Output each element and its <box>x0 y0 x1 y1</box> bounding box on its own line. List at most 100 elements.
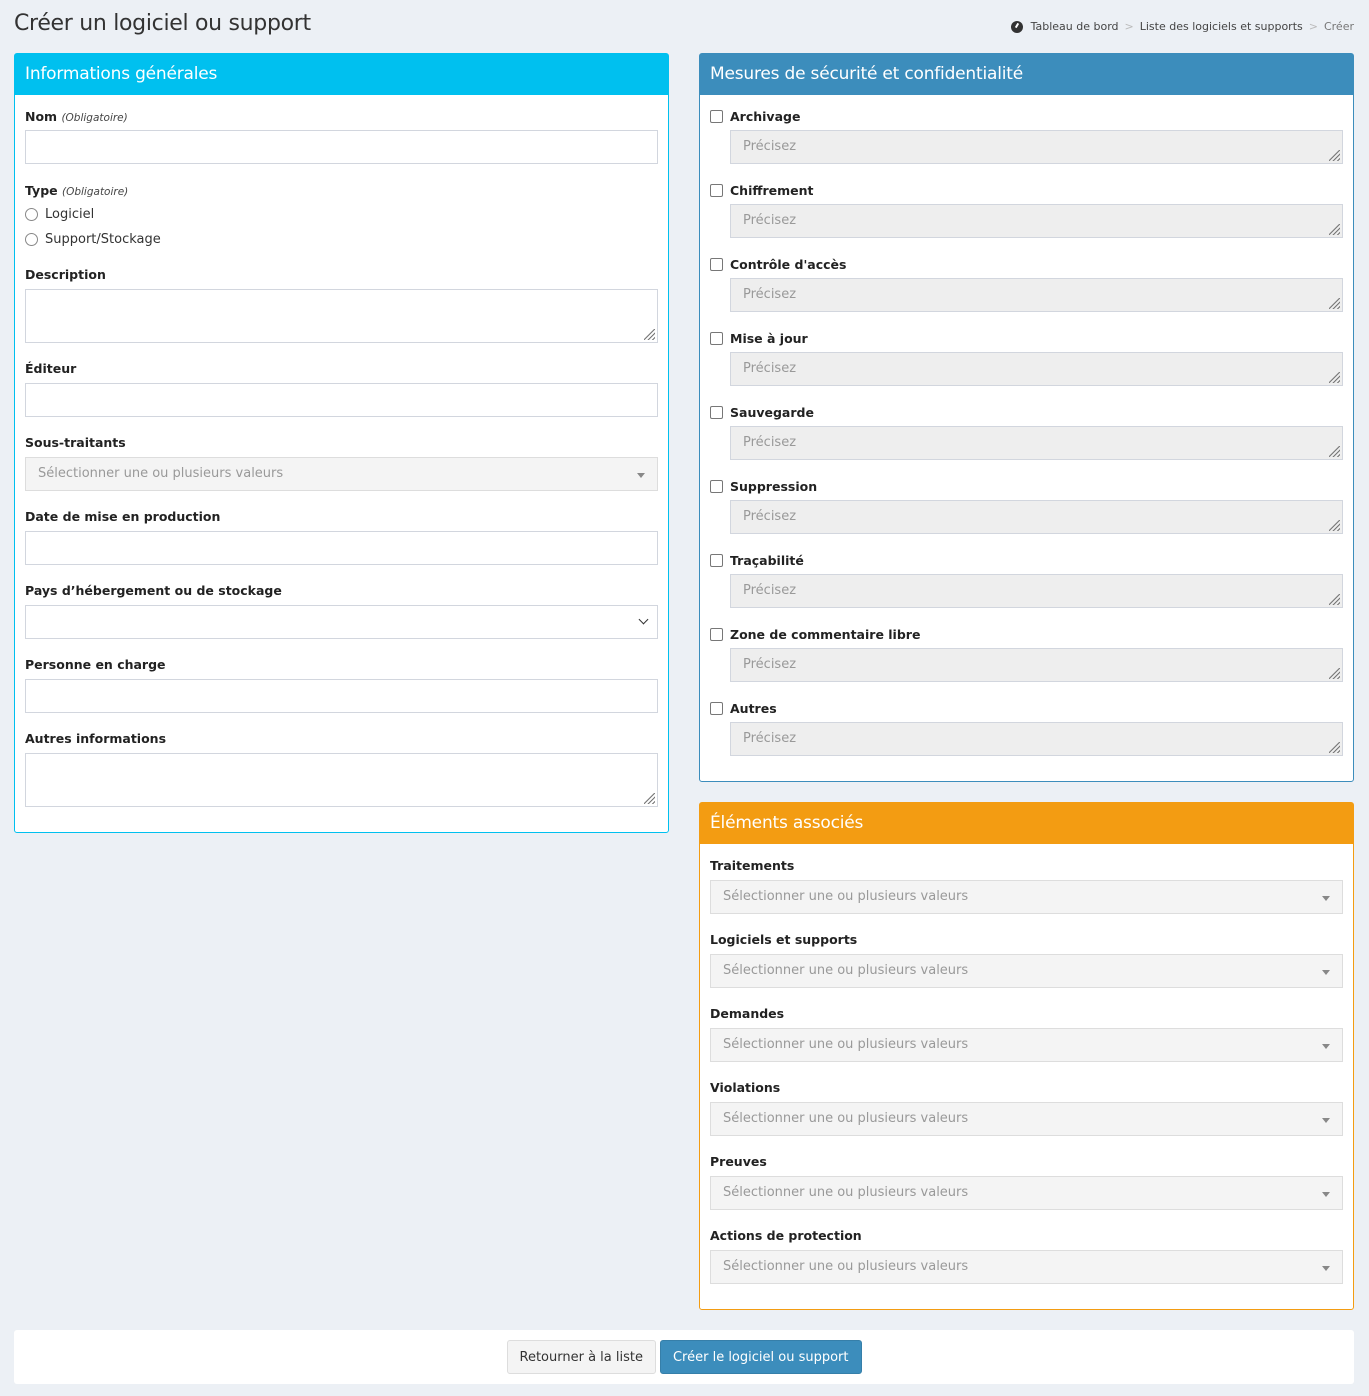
nom-input[interactable] <box>25 130 658 164</box>
resize-handle-icon[interactable] <box>1329 668 1340 679</box>
checkbox-controle-d-acces[interactable]: Contrôle d'accès <box>710 257 846 272</box>
checkbox-icon[interactable] <box>710 110 723 123</box>
panel-title: Informations générales <box>15 54 668 95</box>
editeur-input[interactable] <box>25 383 658 417</box>
date-label: Date de mise en production <box>25 509 221 524</box>
traitements-label: Traitements <box>710 858 795 873</box>
autres-textarea[interactable] <box>25 753 658 807</box>
panel-title: Mesures de sécurité et confidentialité <box>700 54 1353 95</box>
nom-label: Nom (Obligatoire) <box>25 109 128 124</box>
checkbox-sauvegarde[interactable]: Sauvegarde <box>710 405 814 420</box>
caret-down-icon <box>1322 1118 1330 1123</box>
breadcrumb-list[interactable]: Liste des logiciels et supports <box>1139 20 1303 33</box>
page-title: Créer un logiciel ou support <box>14 11 311 36</box>
personne-input[interactable] <box>25 679 658 713</box>
checkbox-archivage[interactable]: Archivage <box>710 109 800 124</box>
checkbox-icon[interactable] <box>710 628 723 641</box>
resize-handle-icon[interactable] <box>644 329 655 340</box>
back-to-list-button[interactable]: Retourner à la liste <box>506 1340 656 1374</box>
checkbox-icon[interactable] <box>710 702 723 715</box>
preuves-label: Preuves <box>710 1154 767 1169</box>
checkbox-zone-de-commentaire-libre[interactable]: Zone de commentaire libre <box>710 627 920 642</box>
precisez-zone-de-commentaire-libre-textarea[interactable]: Précisez <box>730 648 1343 682</box>
date-input[interactable] <box>25 531 658 565</box>
checkbox-tracabilite[interactable]: Traçabilité <box>710 553 804 568</box>
checkbox-label: Suppression <box>730 479 818 494</box>
description-label: Description <box>25 267 106 282</box>
checkbox-icon[interactable] <box>710 554 723 567</box>
checkbox-label: Sauvegarde <box>730 405 814 420</box>
checkbox-label: Traçabilité <box>730 553 804 568</box>
panel-title: Éléments associés <box>700 803 1353 844</box>
preuves-select[interactable]: Sélectionner une ou plusieurs valeurs <box>710 1176 1343 1210</box>
checkbox-icon[interactable] <box>710 480 723 493</box>
precisez-mise-a-jour-textarea[interactable]: Précisez <box>730 352 1343 386</box>
precisez-controle-d-acces-textarea[interactable]: Précisez <box>730 278 1343 312</box>
checkbox-chiffrement[interactable]: Chiffrement <box>710 183 814 198</box>
sous-traitants-select[interactable]: Sélectionner une ou plusieurs valeurs <box>25 457 658 491</box>
caret-down-icon <box>1322 1266 1330 1271</box>
type-label: Type (Obligatoire) <box>25 183 129 198</box>
resize-handle-icon[interactable] <box>1329 594 1340 605</box>
resize-handle-icon[interactable] <box>1329 446 1340 457</box>
caret-down-icon <box>1322 896 1330 901</box>
precisez-archivage-textarea[interactable]: Précisez <box>730 130 1343 164</box>
resize-handle-icon[interactable] <box>1329 298 1340 309</box>
caret-down-icon <box>1322 1192 1330 1197</box>
checkbox-icon[interactable] <box>710 184 723 197</box>
checkbox-label: Archivage <box>730 109 801 124</box>
actions-de-protection-select[interactable]: Sélectionner une ou plusieurs valeurs <box>710 1250 1343 1284</box>
precisez-chiffrement-textarea[interactable]: Précisez <box>730 204 1343 238</box>
pays-select[interactable] <box>25 605 658 639</box>
checkbox-label: Mise à jour <box>730 331 808 346</box>
personne-label: Personne en charge <box>25 657 166 672</box>
precisez-suppression-textarea[interactable]: Précisez <box>730 500 1343 534</box>
demandes-select[interactable]: Sélectionner une ou plusieurs valeurs <box>710 1028 1343 1062</box>
breadcrumb-current: Créer <box>1323 20 1354 33</box>
radio-logiciel[interactable]: Logiciel <box>25 207 94 222</box>
checkbox-icon[interactable] <box>710 258 723 271</box>
demandes-label: Demandes <box>710 1006 785 1021</box>
violations-label: Violations <box>710 1080 781 1095</box>
checkbox-autres[interactable]: Autres <box>710 701 777 716</box>
associated-panel: Éléments associés Traitements Sélectionn… <box>699 802 1354 1310</box>
breadcrumb-home[interactable]: Tableau de bord <box>1030 20 1119 33</box>
checkbox-label: Zone de commentaire libre <box>730 627 921 642</box>
form-actions: Retourner à la liste Créer le logiciel o… <box>14 1330 1354 1384</box>
checkbox-mise-a-jour[interactable]: Mise à jour <box>710 331 808 346</box>
traitements-select[interactable]: Sélectionner une ou plusieurs valeurs <box>710 880 1343 914</box>
sous-traitants-label: Sous-traitants <box>25 435 126 450</box>
precisez-autres-textarea[interactable]: Précisez <box>730 722 1343 756</box>
resize-handle-icon[interactable] <box>644 793 655 804</box>
precisez-sauvegarde-textarea[interactable]: Précisez <box>730 426 1343 460</box>
resize-handle-icon[interactable] <box>1329 520 1340 531</box>
checkbox-label: Autres <box>730 701 777 716</box>
create-button[interactable]: Créer le logiciel ou support <box>659 1340 862 1374</box>
resize-handle-icon[interactable] <box>1329 150 1340 161</box>
caret-down-icon <box>637 473 645 478</box>
general-info-panel: Informations générales Nom (Obligatoire)… <box>14 53 669 833</box>
autres-label: Autres informations <box>25 731 167 746</box>
precisez-tracabilite-textarea[interactable]: Précisez <box>730 574 1343 608</box>
actions-de-protection-label: Actions de protection <box>710 1228 862 1243</box>
breadcrumb: Tableau de bord > Liste des logiciels et… <box>1010 20 1354 33</box>
radio-support-stockage[interactable]: Support/Stockage <box>25 232 161 247</box>
breadcrumb-separator: > <box>1124 20 1134 33</box>
caret-down-icon <box>1322 970 1330 975</box>
checkbox-suppression[interactable]: Suppression <box>710 479 817 494</box>
logiciels-et-supports-select[interactable]: Sélectionner une ou plusieurs valeurs <box>710 954 1343 988</box>
resize-handle-icon[interactable] <box>1329 372 1340 383</box>
editeur-label: Éditeur <box>25 361 77 376</box>
checkbox-icon[interactable] <box>710 406 723 419</box>
checkbox-label: Contrôle d'accès <box>730 257 847 272</box>
resize-handle-icon[interactable] <box>1329 224 1340 235</box>
checkbox-icon[interactable] <box>710 332 723 345</box>
chevron-down-icon <box>638 614 649 625</box>
resize-handle-icon[interactable] <box>1329 742 1340 753</box>
caret-down-icon <box>1322 1044 1330 1049</box>
logiciels-et-supports-label: Logiciels et supports <box>710 932 858 947</box>
description-textarea[interactable] <box>25 289 658 343</box>
security-panel: Mesures de sécurité et confidentialité A… <box>699 53 1354 782</box>
violations-select[interactable]: Sélectionner une ou plusieurs valeurs <box>710 1102 1343 1136</box>
dashboard-icon <box>1010 20 1023 33</box>
